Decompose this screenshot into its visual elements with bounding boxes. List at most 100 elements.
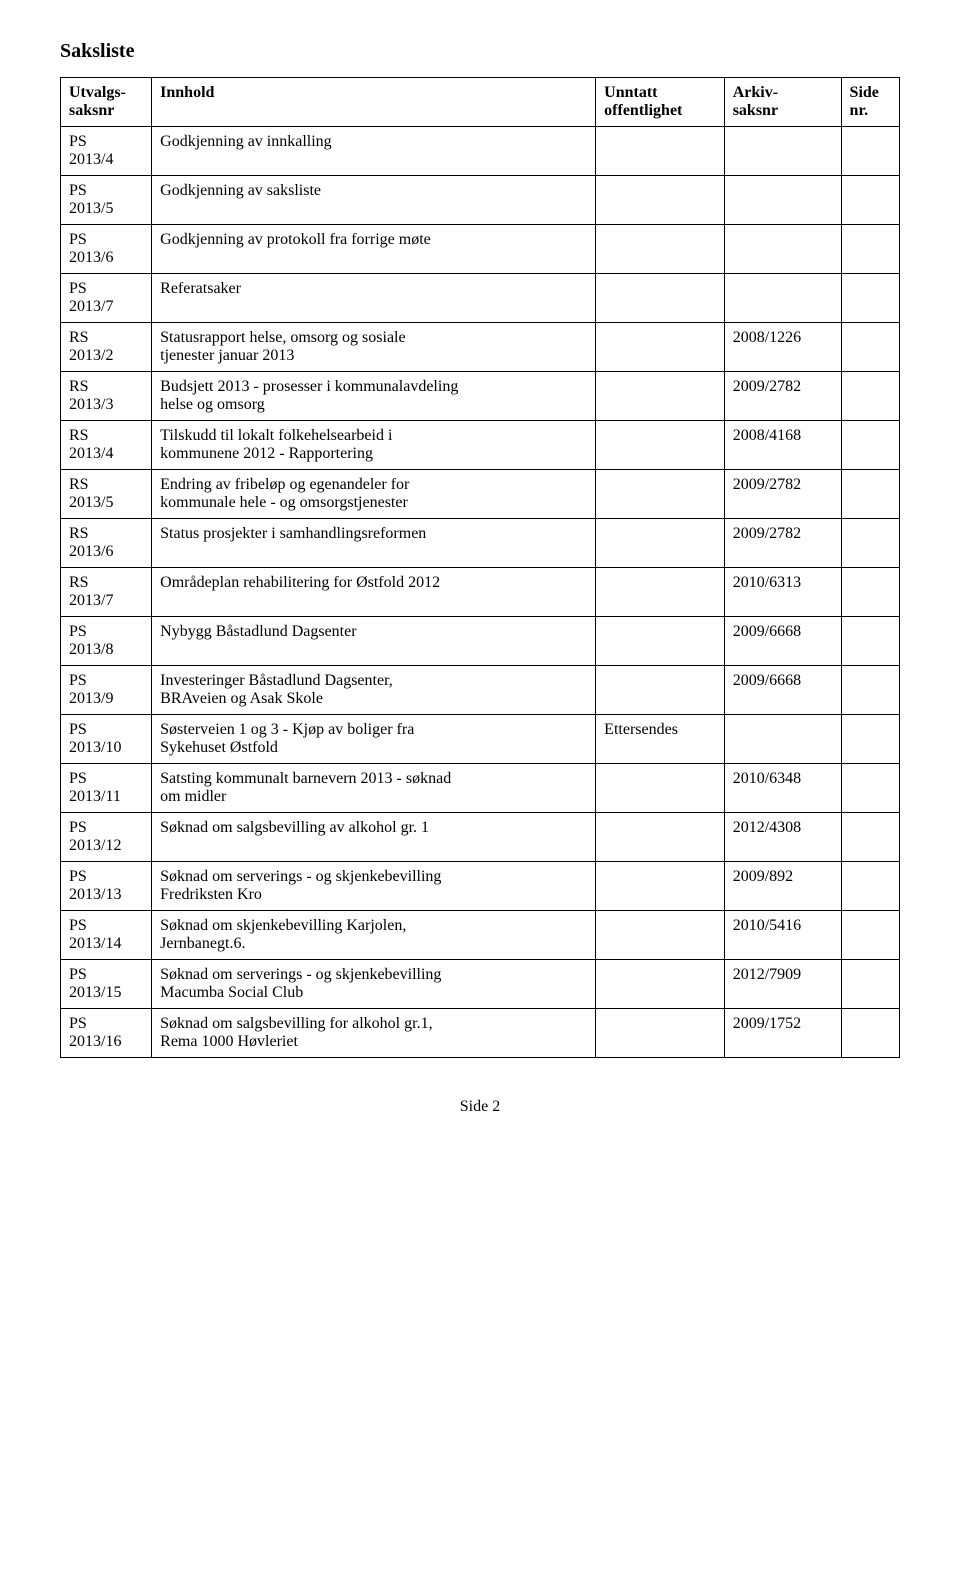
cell-text: 2013/7 <box>69 592 113 609</box>
table-row: RS2013/4Tilskudd til lokalt folkehelsear… <box>61 421 900 470</box>
cell-text: 2013/6 <box>69 543 113 560</box>
col-header-innhold: Innhold <box>152 78 596 127</box>
cell-text: Macumba Social Club <box>160 984 303 1001</box>
cell-text: 2013/15 <box>69 984 121 1001</box>
cell-text: Referatsaker <box>160 280 241 297</box>
cell-arkivsaksnr: 2012/7909 <box>724 960 841 1009</box>
cell-text: 2013/7 <box>69 298 113 315</box>
col-header-utvalgssaksnr: Utvalgs- saksnr <box>61 78 152 127</box>
cell-utvalgssaksnr: PS2013/11 <box>61 764 152 813</box>
cell-innhold: Godkjenning av innkalling <box>152 127 596 176</box>
cell-arkivsaksnr: 2009/892 <box>724 862 841 911</box>
cell-side <box>841 225 899 274</box>
cell-text: 2013/11 <box>69 788 121 805</box>
cell-text: Fredriksten Kro <box>160 886 262 903</box>
cell-utvalgssaksnr: RS2013/6 <box>61 519 152 568</box>
cell-text: PS <box>69 966 87 983</box>
table-row: PS2013/12Søknad om salgsbevilling av alk… <box>61 813 900 862</box>
cell-utvalgssaksnr: PS2013/8 <box>61 617 152 666</box>
cell-text: Tilskudd til lokalt folkehelsearbeid i <box>160 427 392 444</box>
cell-side <box>841 519 899 568</box>
cell-text: PS <box>69 1015 87 1032</box>
cell-text: PS <box>69 770 87 787</box>
cell-side <box>841 470 899 519</box>
cell-unntatt <box>596 323 725 372</box>
cell-text: Områdeplan rehabilitering for Østfold 20… <box>160 574 440 591</box>
cell-unntatt <box>596 960 725 1009</box>
cell-utvalgssaksnr: PS2013/14 <box>61 911 152 960</box>
cell-unntatt <box>596 813 725 862</box>
cell-text: RS <box>69 574 89 591</box>
table-row: RS2013/6Status prosjekter i samhandlings… <box>61 519 900 568</box>
cell-innhold: Nybygg Båstadlund Dagsenter <box>152 617 596 666</box>
table-row: PS2013/15Søknad om serverings - og skjen… <box>61 960 900 1009</box>
header-text: Innhold <box>160 84 214 101</box>
cell-text: Jernbanegt.6. <box>160 935 245 952</box>
cell-arkivsaksnr <box>724 176 841 225</box>
cell-text: RS <box>69 329 89 346</box>
cell-unntatt: Ettersendes <box>596 715 725 764</box>
cell-utvalgssaksnr: PS2013/4 <box>61 127 152 176</box>
cell-text: BRAveien og Asak Skole <box>160 690 323 707</box>
header-text: Utvalgs- <box>69 84 126 101</box>
cell-innhold: Tilskudd til lokalt folkehelsearbeid iko… <box>152 421 596 470</box>
cell-arkivsaksnr: 2010/5416 <box>724 911 841 960</box>
cell-utvalgssaksnr: RS2013/4 <box>61 421 152 470</box>
cell-arkivsaksnr: 2010/6313 <box>724 568 841 617</box>
cell-arkivsaksnr: 2009/2782 <box>724 519 841 568</box>
cell-arkivsaksnr <box>724 274 841 323</box>
table-row: PS2013/13 Søknad om serverings - og skjen… <box>61 862 900 911</box>
cell-side <box>841 764 899 813</box>
cell-text: 2013/5 <box>69 200 113 217</box>
cell-utvalgssaksnr: PS2013/12 <box>61 813 152 862</box>
cell-text: 2013/6 <box>69 249 113 266</box>
cell-text: Budsjett 2013 - prosesser i kommunalavde… <box>160 378 458 395</box>
cell-unntatt <box>596 274 725 323</box>
cell-side <box>841 911 899 960</box>
cell-utvalgssaksnr: PS2013/9 <box>61 666 152 715</box>
cell-text: Søknad om skjenkebevilling Karjolen, <box>160 917 406 934</box>
cell-text: Statusrapport helse, omsorg og sosiale <box>160 329 405 346</box>
cell-utvalgssaksnr: PS2013/10 <box>61 715 152 764</box>
cell-utvalgssaksnr: PS2013/16 <box>61 1009 152 1058</box>
cell-unntatt <box>596 372 725 421</box>
cell-innhold: Satsting kommunalt barnevern 2013 - søkn… <box>152 764 596 813</box>
cell-innhold: Søsterveien 1 og 3 - Kjøp av boliger fra… <box>152 715 596 764</box>
cell-unntatt <box>596 470 725 519</box>
cell-text: Godkjenning av protokoll fra forrige møt… <box>160 231 431 248</box>
cell-innhold: Godkjenning av protokoll fra forrige møt… <box>152 225 596 274</box>
cell-utvalgssaksnr: PS2013/13 <box>61 862 152 911</box>
saksliste-table: Utvalgs- saksnr Innhold Unntatt offentli… <box>60 77 900 1058</box>
cell-utvalgssaksnr: PS2013/6 <box>61 225 152 274</box>
header-text: offentlighet <box>604 102 682 119</box>
cell-side <box>841 323 899 372</box>
cell-text: om midler <box>160 788 226 805</box>
cell-innhold: Referatsaker <box>152 274 596 323</box>
table-row: PS2013/7 Referatsaker <box>61 274 900 323</box>
cell-text: PS <box>69 133 87 150</box>
cell-unntatt <box>596 519 725 568</box>
cell-side <box>841 127 899 176</box>
cell-utvalgssaksnr: RS2013/2 <box>61 323 152 372</box>
cell-unntatt <box>596 176 725 225</box>
cell-side <box>841 1009 899 1058</box>
cell-utvalgssaksnr: RS2013/5 <box>61 470 152 519</box>
header-text: Unntatt <box>604 84 657 101</box>
cell-innhold: Endring av fribeløp og egenandeler forko… <box>152 470 596 519</box>
cell-text: RS <box>69 427 89 444</box>
cell-text: Søknad om serverings - og skjenkebevilli… <box>160 868 441 885</box>
cell-unntatt <box>596 225 725 274</box>
cell-text: PS <box>69 280 87 297</box>
table-row: RS2013/5Endring av fribeløp og egenandel… <box>61 470 900 519</box>
cell-side <box>841 617 899 666</box>
cell-side <box>841 960 899 1009</box>
cell-text: 2013/2 <box>69 347 113 364</box>
cell-utvalgssaksnr: RS2013/3 <box>61 372 152 421</box>
cell-text: Godkjenning av innkalling <box>160 133 332 150</box>
cell-text: RS <box>69 476 89 493</box>
cell-innhold: Statusrapport helse, omsorg og sosialetj… <box>152 323 596 372</box>
cell-unntatt <box>596 127 725 176</box>
cell-innhold: Områdeplan rehabilitering for Østfold 20… <box>152 568 596 617</box>
cell-unntatt <box>596 617 725 666</box>
cell-text: PS <box>69 182 87 199</box>
